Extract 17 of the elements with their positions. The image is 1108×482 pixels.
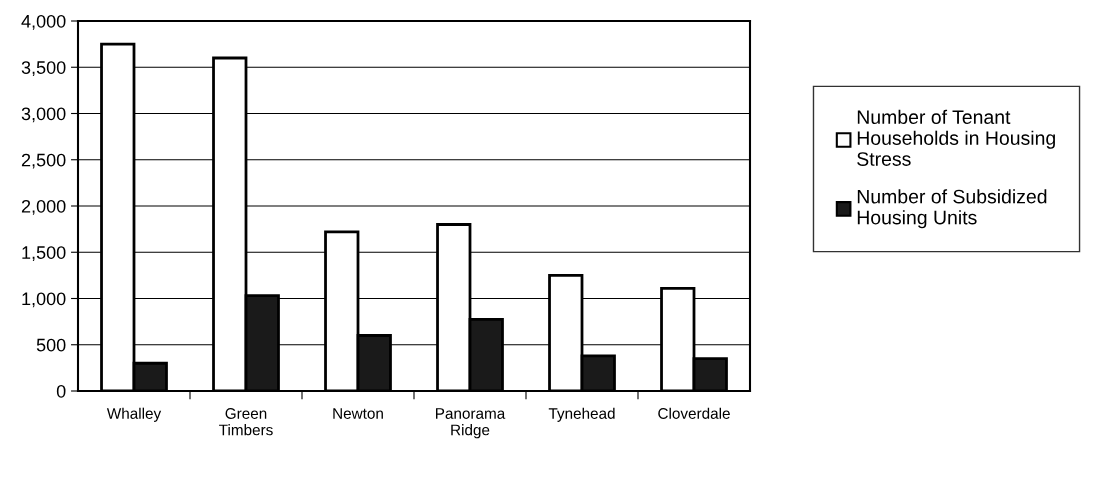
legend-label: Number of Tenant Households in Housing Stress (857, 109, 1055, 166)
x-tick-label: Panorama Ridge (436, 408, 506, 439)
y-tick-label: 0 (56, 384, 66, 398)
x-tick-label: Whalley (106, 407, 162, 422)
y-tick-label: 2,000 (21, 199, 66, 215)
legend-label: Number of Subsidized Housing Units (857, 189, 1047, 229)
x-tick-label: Green Timbers (219, 408, 273, 436)
y-tick-label: 3,000 (21, 107, 66, 123)
y-tick-label: 1,500 (22, 246, 66, 262)
x-tick-label: Newton (333, 408, 383, 419)
y-tick-label: 1,000 (22, 292, 66, 308)
y-tick-label: 4,000 (21, 14, 66, 30)
y-tick-label: 3,500 (21, 61, 66, 77)
y-tick-label: 2,500 (21, 153, 66, 169)
x-tick-label: Tynehead (548, 407, 615, 422)
x-tick-label: Cloverdale (658, 407, 730, 419)
y-tick-label: 500 (36, 338, 66, 352)
